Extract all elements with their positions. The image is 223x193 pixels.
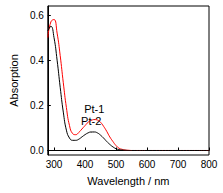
svg-text:400: 400 — [77, 159, 94, 170]
svg-text:800: 800 — [201, 159, 218, 170]
svg-text:0.0: 0.0 — [30, 145, 44, 156]
svg-text:500: 500 — [108, 159, 125, 170]
svg-text:600: 600 — [139, 159, 156, 170]
svg-text:Absorption: Absorption — [8, 54, 20, 107]
svg-text:700: 700 — [170, 159, 187, 170]
svg-text:0.2: 0.2 — [30, 100, 44, 111]
svg-text:0.4: 0.4 — [30, 55, 44, 66]
svg-text:300: 300 — [46, 159, 63, 170]
svg-text:0.6: 0.6 — [30, 10, 44, 21]
svg-text:Wavelength / nm: Wavelength / nm — [87, 175, 169, 187]
svg-text:Pt-1: Pt-1 — [84, 103, 104, 115]
svg-text:Pt-2: Pt-2 — [81, 115, 101, 127]
